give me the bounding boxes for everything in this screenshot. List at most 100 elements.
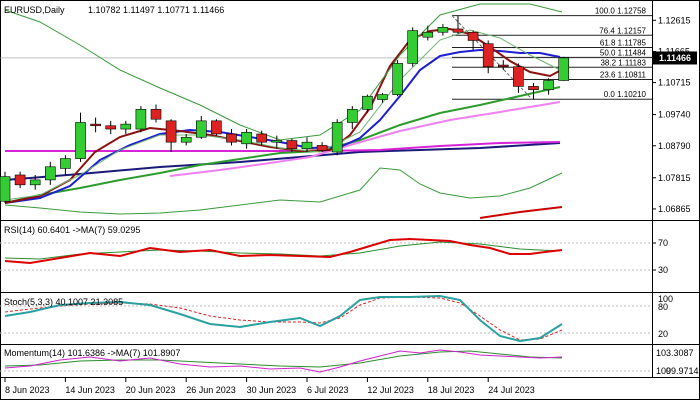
price-tick-label: 1.08790	[658, 141, 691, 151]
momentum-tick-100: 100	[656, 366, 671, 376]
candle-bearish[interactable]	[528, 86, 539, 90]
fib-level-label: 38.2 1.11183	[600, 58, 646, 67]
fib-level-label: 23.6 1.10811	[600, 70, 647, 79]
date-tick-label: 26 Jun 2023	[186, 385, 236, 395]
stochastic-pane[interactable]: Stoch(5,3,3) 40.1007 21.3085 100 80 20	[0, 294, 673, 343]
date-tick-label: 6 Jul 2023	[307, 385, 349, 395]
candle-bullish[interactable]	[0, 176, 11, 202]
candle-bearish[interactable]	[467, 31, 479, 41]
candle-bearish[interactable]	[497, 64, 509, 68]
rsi-line	[4, 237, 563, 265]
momentum-tick-max: 103.3087	[656, 348, 694, 358]
candle-bullish[interactable]	[543, 80, 554, 90]
ma-pink-line	[169, 101, 561, 177]
momentum-pane[interactable]: Momentum(14) 101.6386 ->MA(7) 101.8907 1…	[0, 348, 699, 376]
momentum-label: Momentum(14) 101.6386 ->MA(7) 101.8907	[4, 348, 180, 358]
ma-navy-line	[4, 142, 561, 181]
stoch-main-line	[4, 294, 563, 343]
current-price-marker: 1.11466	[653, 51, 697, 65]
date-tick-label: 14 Jun 2023	[65, 385, 115, 395]
candle-bullish[interactable]	[362, 95, 373, 110]
date-tick-label: 20 Jun 2023	[126, 385, 176, 395]
candles[interactable]	[0, 15, 570, 203]
ma-lightgreen-line	[4, 29, 561, 201]
candle-bullish[interactable]	[120, 123, 132, 130]
current-price-label: 1.11466	[659, 53, 691, 63]
bollinger-lower-line	[4, 167, 563, 215]
candle-bullish[interactable]	[180, 136, 192, 143]
candle-bearish[interactable]	[256, 133, 268, 143]
candle-bearish[interactable]	[90, 123, 101, 127]
price-tick-label: 1.09740	[658, 110, 691, 120]
candle-bullish[interactable]	[241, 132, 252, 145]
date-tick-label: 12 Jul 2023	[367, 385, 414, 395]
price-tick-label: 1.11665	[658, 46, 690, 56]
rsi-ma-line	[4, 241, 561, 260]
candle-bullish[interactable]	[437, 27, 449, 33]
candle-bullish[interactable]	[558, 57, 570, 81]
candle-bullish[interactable]	[135, 109, 147, 130]
stoch-tick-100: 100	[658, 294, 673, 304]
stoch-tick-80: 80	[658, 302, 668, 312]
candle-bearish[interactable]	[14, 174, 26, 186]
date-tick-label: 8 Jun 2023	[5, 385, 50, 395]
candle-bearish[interactable]	[482, 43, 494, 68]
candle-bullish[interactable]	[377, 94, 388, 100]
stoch-label: Stoch(5,3,3) 40.1007 21.3085	[4, 297, 123, 307]
momentum-line	[4, 349, 563, 373]
ma-red-line	[479, 206, 563, 219]
rsi-tick-70: 70	[658, 238, 668, 248]
rsi-tick-30: 30	[658, 265, 668, 275]
candle-bearish[interactable]	[316, 145, 328, 151]
candle-bullish[interactable]	[196, 120, 207, 138]
candle-bullish[interactable]	[422, 31, 434, 38]
candle-bearish[interactable]	[452, 28, 464, 33]
candle-bullish[interactable]	[44, 166, 56, 181]
candle-bullish[interactable]	[29, 179, 41, 186]
bollinger-upper-line	[4, 3, 563, 141]
fib-level-label: 76.4 1.12157	[599, 26, 646, 35]
date-axis: 8 Jun 2023 14 Jun 2023 20 Jun 2023 26 Jun 2…	[4, 378, 535, 395]
candle-bearish[interactable]	[211, 120, 222, 135]
price-tick-label: 1.07815	[658, 173, 691, 183]
fib-level-label: 61.8 1.11785	[600, 39, 647, 48]
price-tick-label: 1.06865	[658, 204, 691, 214]
candle-bullish[interactable]	[346, 109, 358, 123]
date-tick-label: 18 Jul 2023	[428, 385, 475, 395]
price-tag	[653, 51, 697, 65]
candle-bullish[interactable]	[407, 30, 419, 64]
rsi-label: RSI(14) 60.6401 ->MA(7) 59.0295	[4, 225, 140, 235]
date-tick-label: 24 Jul 2023	[488, 385, 535, 395]
candle-bullish[interactable]	[301, 141, 313, 150]
price-tick-label: 1.10715	[658, 78, 691, 88]
candle-bearish[interactable]	[286, 140, 298, 150]
ohlc-label: 1.10782 1.11497 1.10771 1.11466	[88, 5, 224, 15]
candle-bullish[interactable]	[60, 158, 71, 169]
candle-bearish[interactable]	[105, 125, 116, 130]
fib-level-label: 50.0 1.11484	[600, 48, 647, 57]
momentum-tick-min: 99.9714	[666, 366, 699, 376]
price-tick-label: 1.12615	[658, 15, 691, 25]
rsi-pane[interactable]: RSI(14) 60.6401 ->MA(7) 59.0295 70 30	[0, 225, 668, 275]
date-tick-label: 30 Jun 2023	[247, 385, 297, 395]
candle-bullish[interactable]	[331, 122, 343, 153]
moving-averages	[4, 3, 566, 219]
candle-bearish[interactable]	[165, 120, 177, 143]
candle-bearish[interactable]	[513, 66, 524, 87]
candle-bearish[interactable]	[226, 133, 237, 143]
momentum-ma-line	[4, 350, 563, 368]
fib-level-label: 0.0 1.10210	[604, 90, 647, 99]
ma-blue-line	[4, 48, 561, 204]
candle-bearish[interactable]	[150, 109, 162, 120]
fib-level-label: 100.0 1.12758	[595, 7, 647, 16]
candle-bullish[interactable]	[392, 63, 403, 95]
price-pane[interactable]: 100.0 1.12758 76.4 1.12157 61.8 1.1178550.…	[0, 3, 697, 219]
symbol-timeframe-label: EURUSD,Daily	[4, 5, 65, 15]
candle-bullish[interactable]	[271, 140, 283, 143]
price-axis: 1.12615 1.11665 1.10715 1.09740 1.08790 1.078…	[652, 15, 691, 214]
stoch-tick-20: 20	[658, 329, 668, 339]
ma-green-line	[4, 86, 561, 204]
candle-bullish[interactable]	[75, 122, 86, 159]
